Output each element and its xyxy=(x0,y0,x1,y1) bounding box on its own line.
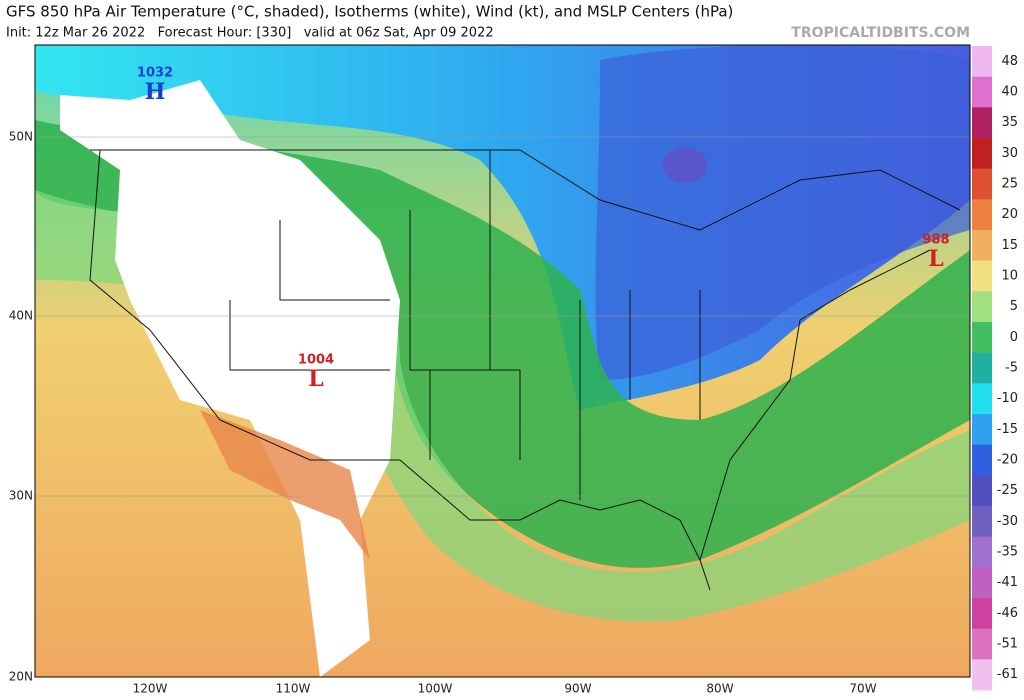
latitude-label: 20N xyxy=(9,670,33,684)
map-area xyxy=(35,45,970,677)
colorbar-segment xyxy=(972,628,992,660)
colorbar-segment xyxy=(972,291,992,323)
colorbar-label: -51 xyxy=(997,637,1018,652)
latitude-label: 30N xyxy=(9,489,33,503)
colorbar-segment xyxy=(972,352,992,384)
colorbar-segment xyxy=(972,138,992,170)
colorbar-segment xyxy=(972,230,992,262)
colorbar-label: 20 xyxy=(1001,207,1018,222)
colorbar-segment xyxy=(972,444,992,476)
longitude-label: 120W xyxy=(133,682,168,696)
graticule xyxy=(35,136,970,497)
pressure-letter: L xyxy=(308,366,323,392)
colorbar-segment xyxy=(972,475,992,507)
longitude-label: 100W xyxy=(418,682,453,696)
colorbar-label: 5 xyxy=(1010,299,1018,314)
colorbar-label: -41 xyxy=(997,575,1018,590)
colorbar-label: -10 xyxy=(997,391,1018,406)
colorbar-segment xyxy=(972,46,992,78)
colorbar-label: 48 xyxy=(1001,54,1018,69)
longitude-label: 110W xyxy=(276,682,311,696)
colorbar-segment xyxy=(972,260,992,292)
colorbar-segment xyxy=(972,107,992,139)
colorbar-segment xyxy=(972,322,992,354)
pressure-value: 1032 xyxy=(137,66,173,81)
colorbar-label: -61 xyxy=(997,667,1018,682)
pressure-value: 1004 xyxy=(298,353,334,368)
colorbar-segment xyxy=(972,383,992,415)
colorbar-label: -15 xyxy=(997,422,1018,437)
colorbar-label: 10 xyxy=(1001,269,1018,284)
map-subtitle: Init: 12z Mar 26 2022 Forecast Hour: [33… xyxy=(6,26,494,41)
colorbar-segment xyxy=(972,506,992,538)
axis-labels: 50N 40N 30N 20N 120W 110W 100W 90W 80W 70W xyxy=(9,130,877,696)
map-title: GFS 850 hPa Air Temperature (°C, shaded)… xyxy=(6,3,733,21)
colorbar-label: 0 xyxy=(1010,330,1018,345)
site-credit: TROPICALTIDBITS.COM xyxy=(791,25,970,41)
longitude-label: 80W xyxy=(706,682,733,696)
colorbar-label: -30 xyxy=(997,514,1018,529)
colorbar-label: -35 xyxy=(997,545,1018,560)
colorbar-segment xyxy=(972,414,992,446)
longitude-label: 70W xyxy=(849,682,876,696)
boundaries xyxy=(89,149,961,591)
colorbar-label: -20 xyxy=(997,453,1018,468)
colorbar-label: -25 xyxy=(997,483,1018,498)
colorbar-segment xyxy=(972,659,992,691)
pressure-value: 988 xyxy=(922,233,949,248)
pressure-letter: H xyxy=(145,79,166,105)
colorbar-label: 15 xyxy=(1001,238,1018,253)
colorbar-segment xyxy=(972,76,992,108)
colorbar-label: 35 xyxy=(1001,115,1018,130)
colorbar-segment xyxy=(972,199,992,231)
colorbar-segment xyxy=(972,598,992,630)
colorbar-segment xyxy=(972,567,992,599)
latitude-label: 40N xyxy=(9,309,33,323)
pressure-letter: L xyxy=(928,246,943,272)
longitude-label: 90W xyxy=(564,682,591,696)
colorbar-label: -46 xyxy=(997,606,1018,621)
colorbar-segment xyxy=(972,536,992,568)
colorbar-label: 30 xyxy=(1001,146,1018,161)
colorbar-label: 40 xyxy=(1001,85,1018,100)
colorbar-segment xyxy=(972,168,992,200)
colorbar: 48 40 35 30 25 20 15 10 5 0 -5 -10 -15 -20 -25 -30 -35 -4… xyxy=(972,46,1018,691)
latitude-label: 50N xyxy=(9,130,33,144)
colorbar-label: 25 xyxy=(1001,177,1018,192)
map-frame xyxy=(34,44,971,678)
colorbar-label: -5 xyxy=(1005,361,1018,376)
